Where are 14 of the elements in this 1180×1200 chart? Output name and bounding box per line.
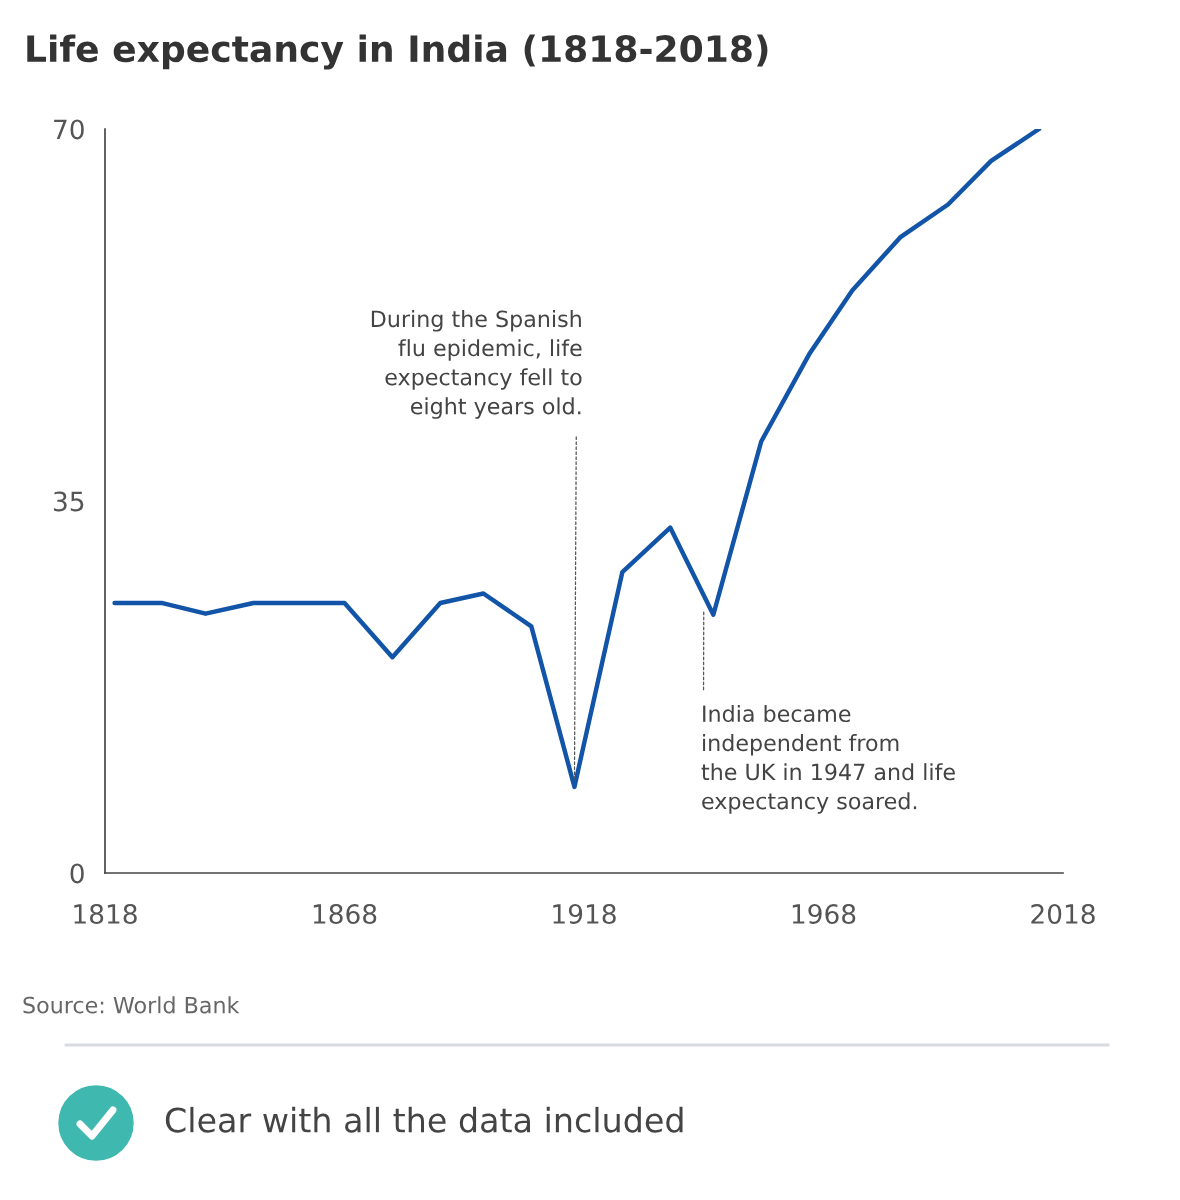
text: Clear with all the data included xyxy=(165,1106,683,1133)
x-tick-label: 1918 xyxy=(553,904,616,924)
x-tick-label: 1968 xyxy=(792,904,856,924)
x-tick-label: 1868 xyxy=(313,904,377,924)
x-tick-label: 1818 xyxy=(74,904,137,924)
x-tick-label: 2018 xyxy=(1031,904,1095,924)
line-series xyxy=(112,129,1042,790)
y-tick-label: 70 xyxy=(54,119,84,140)
chart-title: Life expectancy in India (1818-2018) xyxy=(27,34,768,70)
y-tick-label: 0 xyxy=(70,863,84,884)
source-note: Source: World Bank xyxy=(23,996,240,1014)
annotation: India became independent from the UK in 1947 and life expectancy soared. xyxy=(701,704,955,814)
annotation: During the Spanish flu epidemic, life expectancy fell to eight years old. xyxy=(371,310,582,419)
y-tick-label: 35 xyxy=(53,491,84,512)
